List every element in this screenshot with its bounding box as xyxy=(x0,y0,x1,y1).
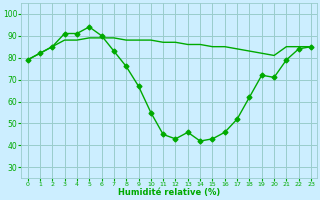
X-axis label: Humidité relative (%): Humidité relative (%) xyxy=(118,188,220,197)
